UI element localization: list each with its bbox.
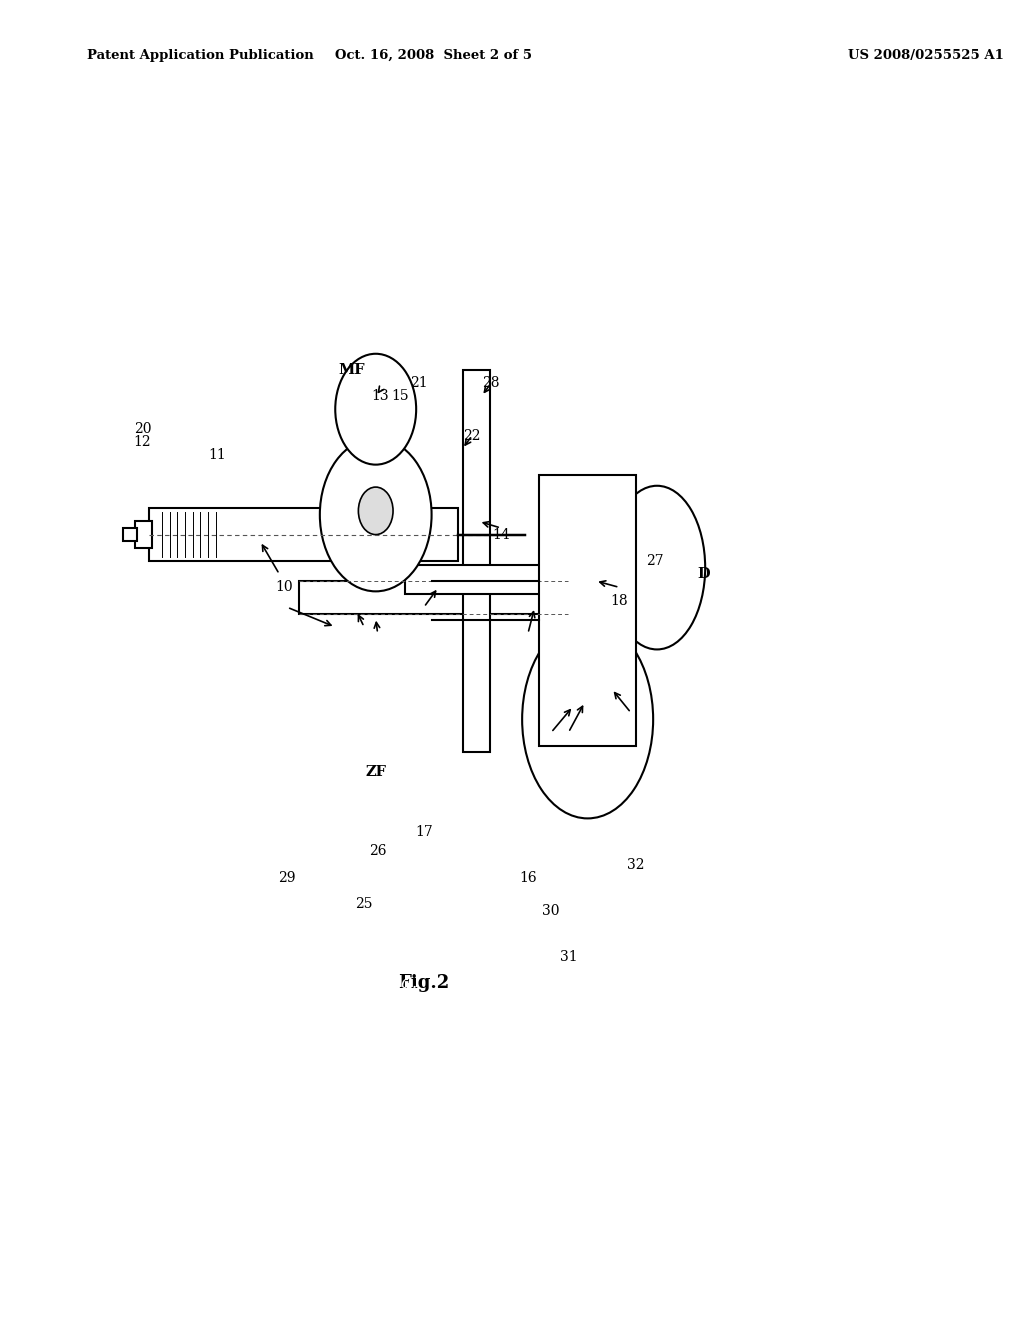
Text: D: D (697, 568, 710, 581)
Text: 21: 21 (411, 376, 428, 389)
Text: Fig.: Fig. (382, 974, 418, 993)
Bar (135, 521, 153, 548)
Text: 29: 29 (279, 871, 296, 884)
Circle shape (319, 438, 431, 591)
Text: Fig.2: Fig.2 (398, 974, 450, 993)
Circle shape (335, 354, 416, 465)
Text: 28: 28 (482, 376, 500, 389)
Text: 18: 18 (610, 594, 629, 607)
Text: 27: 27 (646, 554, 664, 568)
Ellipse shape (609, 486, 706, 649)
Text: 31: 31 (559, 950, 578, 964)
Text: 14: 14 (493, 528, 510, 541)
Text: 26: 26 (369, 845, 386, 858)
Text: 13: 13 (372, 389, 389, 403)
Text: 25: 25 (355, 898, 373, 911)
Text: 20: 20 (134, 422, 152, 436)
Bar (540, 475, 636, 746)
Circle shape (358, 487, 393, 535)
Bar (464, 370, 490, 752)
Text: 11: 11 (208, 449, 225, 462)
Text: 16: 16 (519, 871, 537, 884)
Text: Patent Application Publication: Patent Application Publication (87, 49, 313, 62)
Ellipse shape (522, 620, 653, 818)
Bar (123, 528, 137, 541)
Circle shape (581, 704, 604, 735)
Bar (404, 565, 578, 594)
Text: Oct. 16, 2008  Sheet 2 of 5: Oct. 16, 2008 Sheet 2 of 5 (335, 49, 532, 62)
Text: 17: 17 (415, 825, 433, 838)
Text: US 2008/0255525 A1: US 2008/0255525 A1 (848, 49, 1004, 62)
Text: 32: 32 (627, 858, 644, 871)
Text: 12: 12 (134, 436, 152, 449)
Text: 22: 22 (463, 429, 481, 442)
Text: 10: 10 (275, 581, 293, 594)
Text: 30: 30 (543, 904, 560, 917)
Text: MF: MF (338, 363, 365, 376)
Bar (299, 581, 568, 614)
Bar (150, 508, 458, 561)
Text: 15: 15 (391, 389, 409, 403)
Text: ZF: ZF (366, 766, 386, 779)
